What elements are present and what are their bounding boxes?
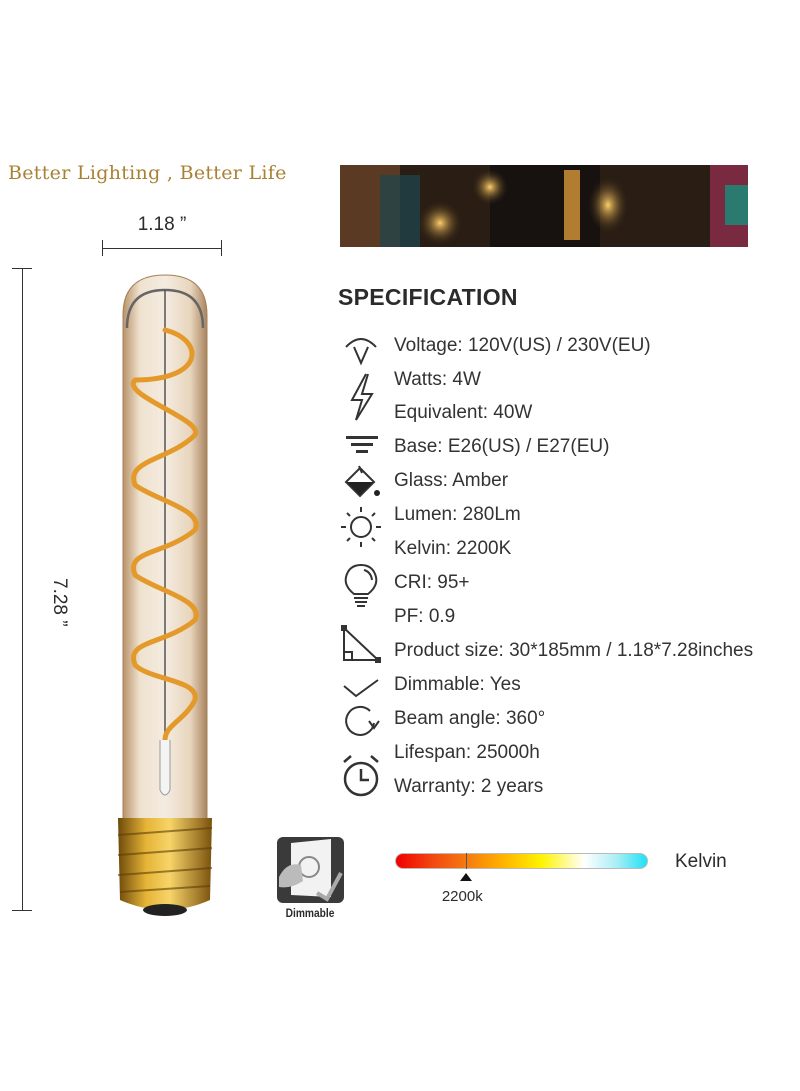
- spec-equivalent: Equivalent: 40W: [394, 402, 533, 423]
- height-tick-top: [12, 268, 32, 269]
- spec-voltage: Voltage: 120V(US) / 230V(EU): [394, 335, 651, 356]
- height-dimension-line: [22, 268, 23, 910]
- alarm-clock-icon: [343, 755, 379, 797]
- lightbulb-icon: [344, 563, 378, 607]
- spec-glass: Glass: Amber: [394, 470, 509, 491]
- dimmable-badge-label: Dimmable: [285, 906, 335, 920]
- spec-kelvin: Kelvin: 2200K: [394, 538, 512, 559]
- spec-watts: Watts: 4W: [394, 369, 481, 390]
- spec-lumen: Lumen: 280Lm: [394, 504, 521, 525]
- spec-base: Base: E26(US) / E27(EU): [394, 436, 610, 457]
- width-dimension-line: [102, 248, 221, 249]
- width-tick-left: [102, 240, 103, 256]
- spec-pf: PF: 0.9: [394, 606, 456, 627]
- spec-product-size: Product size: 30*185mm / 1.18*7.28inches: [394, 640, 754, 661]
- lifestyle-photo-strip: [340, 165, 748, 247]
- paint-bucket-icon: [344, 465, 380, 498]
- triangle-ruler-icon: [341, 625, 381, 663]
- specification-title: SPECIFICATION: [338, 284, 518, 310]
- bulb-image: [110, 270, 220, 925]
- sun-icon: [341, 507, 381, 547]
- spec-warranty: Warranty: 2 years: [394, 776, 544, 797]
- kelvin-pointer-icon: [459, 873, 472, 881]
- height-tick-bottom: [12, 910, 32, 911]
- height-label: 7.28 ”: [49, 578, 70, 627]
- rotate-icon: [345, 705, 380, 736]
- width-tick-right: [221, 240, 222, 256]
- spec-lifespan: Lifespan: 25000h: [394, 742, 540, 763]
- kelvin-scale-label: Kelvin: [675, 851, 727, 872]
- voltage-icon: [345, 338, 377, 366]
- spec-dimmable: Dimmable: Yes: [394, 674, 521, 695]
- kelvin-value-label: 2200k: [441, 888, 483, 905]
- base-icon: [346, 436, 378, 453]
- kelvin-color-scale: [395, 853, 648, 869]
- tagline: Better Lighting , Better Life: [8, 162, 287, 184]
- lightning-icon: [350, 373, 374, 421]
- width-label: 1.18 ”: [137, 214, 187, 235]
- spec-beam-angle: Beam angle: 360°: [394, 708, 546, 729]
- kelvin-marker-line: [465, 853, 467, 869]
- dimmable-switch-icon: [277, 837, 344, 903]
- spec-cri: CRI: 95+: [394, 572, 470, 593]
- checkmark-icon: [343, 679, 379, 698]
